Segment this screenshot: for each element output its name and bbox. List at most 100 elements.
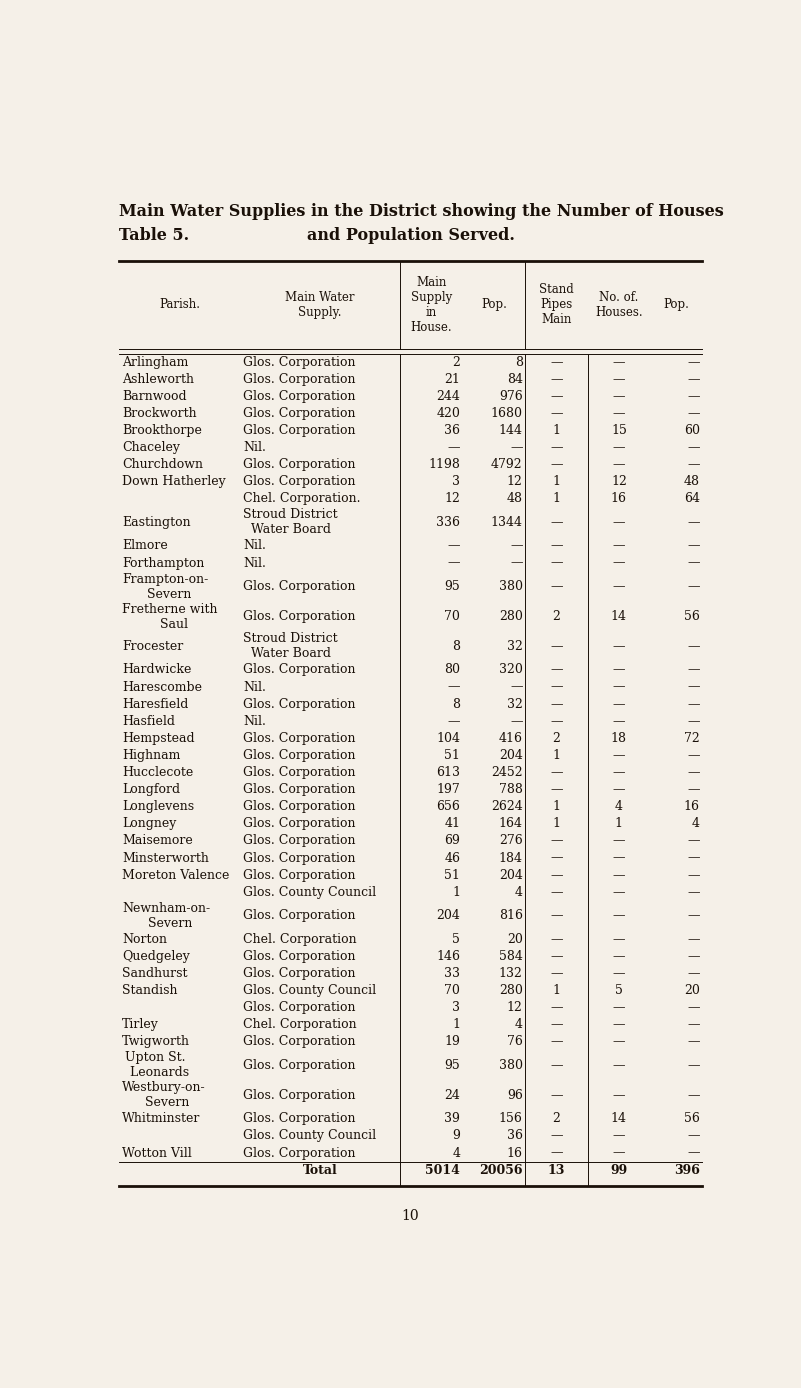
Text: 2: 2 [553,1112,561,1126]
Text: Chel. Corporation.: Chel. Corporation. [244,493,361,505]
Text: 144: 144 [499,425,522,437]
Text: —: — [687,1088,700,1102]
Text: —: — [613,949,625,963]
Text: 32: 32 [507,698,522,711]
Text: Hardwicke: Hardwicke [122,663,191,676]
Text: —: — [613,1146,625,1159]
Text: —: — [613,407,625,421]
Text: —: — [550,886,562,899]
Text: 280: 280 [499,609,522,623]
Text: 3: 3 [452,1001,460,1015]
Text: 24: 24 [445,1088,460,1102]
Text: 12: 12 [507,1001,522,1015]
Text: 95: 95 [445,580,460,593]
Text: Glos. Corporation: Glos. Corporation [244,475,356,489]
Text: 1: 1 [553,425,561,437]
Text: —: — [687,698,700,711]
Text: Longlevens: Longlevens [122,801,194,813]
Text: Glos. Corporation: Glos. Corporation [244,783,356,797]
Text: Glos. Corporation: Glos. Corporation [244,731,356,745]
Text: 280: 280 [499,984,522,997]
Text: —: — [687,1130,700,1142]
Text: 4: 4 [692,818,700,830]
Text: 18: 18 [611,731,627,745]
Text: Glos. Corporation: Glos. Corporation [244,609,356,623]
Text: Stroud District
Water Board: Stroud District Water Board [244,633,338,661]
Text: —: — [687,373,700,386]
Text: —: — [613,1019,625,1031]
Text: Nil.: Nil. [244,680,266,694]
Text: Longford: Longford [122,783,180,797]
Text: Hucclecote: Hucclecote [122,766,193,779]
Text: 84: 84 [507,373,522,386]
Text: —: — [550,355,562,369]
Text: 36: 36 [444,425,460,437]
Text: —: — [550,441,562,454]
Text: —: — [687,540,700,552]
Text: Down Hatherley: Down Hatherley [122,475,226,489]
Text: Frocester: Frocester [122,640,183,652]
Text: —: — [613,540,625,552]
Text: 2624: 2624 [491,801,522,813]
Text: —: — [687,750,700,762]
Text: Hempstead: Hempstead [122,731,195,745]
Text: 1: 1 [553,818,561,830]
Text: 14: 14 [611,1112,627,1126]
Text: 8: 8 [515,355,522,369]
Text: 204: 204 [437,909,460,922]
Text: Glos. Corporation: Glos. Corporation [244,834,356,848]
Text: Nil.: Nil. [244,557,266,569]
Text: Glos. County Council: Glos. County Council [244,1130,376,1142]
Text: Elmore: Elmore [122,540,167,552]
Text: 1: 1 [452,886,460,899]
Text: Fretherne with
  Saul: Fretherne with Saul [122,602,217,630]
Text: Table 5.: Table 5. [119,228,189,244]
Text: —: — [687,580,700,593]
Text: 80: 80 [444,663,460,676]
Text: —: — [550,949,562,963]
Text: —: — [448,680,460,694]
Text: 2452: 2452 [491,766,522,779]
Text: —: — [687,886,700,899]
Text: 1198: 1198 [429,458,460,472]
Text: —: — [613,355,625,369]
Text: —: — [550,1130,562,1142]
Text: —: — [613,373,625,386]
Text: Glos. Corporation: Glos. Corporation [244,458,356,472]
Text: —: — [687,1059,700,1072]
Text: 51: 51 [445,750,460,762]
Text: Chel. Corporation: Chel. Corporation [244,933,357,945]
Text: 16: 16 [611,493,627,505]
Text: 613: 613 [436,766,460,779]
Text: Glos. Corporation: Glos. Corporation [244,373,356,386]
Text: Glos. Corporation: Glos. Corporation [244,580,356,593]
Text: Whitminster: Whitminster [122,1112,200,1126]
Text: —: — [613,933,625,945]
Text: —: — [613,458,625,472]
Text: —: — [550,852,562,865]
Text: 32: 32 [507,640,522,652]
Text: —: — [687,458,700,472]
Text: Main Water
Supply.: Main Water Supply. [285,291,355,319]
Text: 1: 1 [553,475,561,489]
Text: Newnham-on-
  Severn: Newnham-on- Severn [122,902,210,930]
Text: —: — [613,390,625,403]
Text: —: — [613,1001,625,1015]
Text: —: — [550,1001,562,1015]
Text: —: — [448,441,460,454]
Text: 56: 56 [684,1112,700,1126]
Text: —: — [550,580,562,593]
Text: —: — [613,1130,625,1142]
Text: Glos. Corporation: Glos. Corporation [244,852,356,865]
Text: —: — [550,715,562,727]
Text: —: — [687,909,700,922]
Text: Glos. County Council: Glos. County Council [244,886,376,899]
Text: Main
Supply
in
House.: Main Supply in House. [411,276,453,335]
Text: 70: 70 [445,984,460,997]
Text: Highnam: Highnam [122,750,180,762]
Text: —: — [613,834,625,848]
Text: Tirley: Tirley [122,1019,159,1031]
Text: —: — [550,373,562,386]
Text: —: — [687,1035,700,1048]
Text: 5: 5 [453,933,460,945]
